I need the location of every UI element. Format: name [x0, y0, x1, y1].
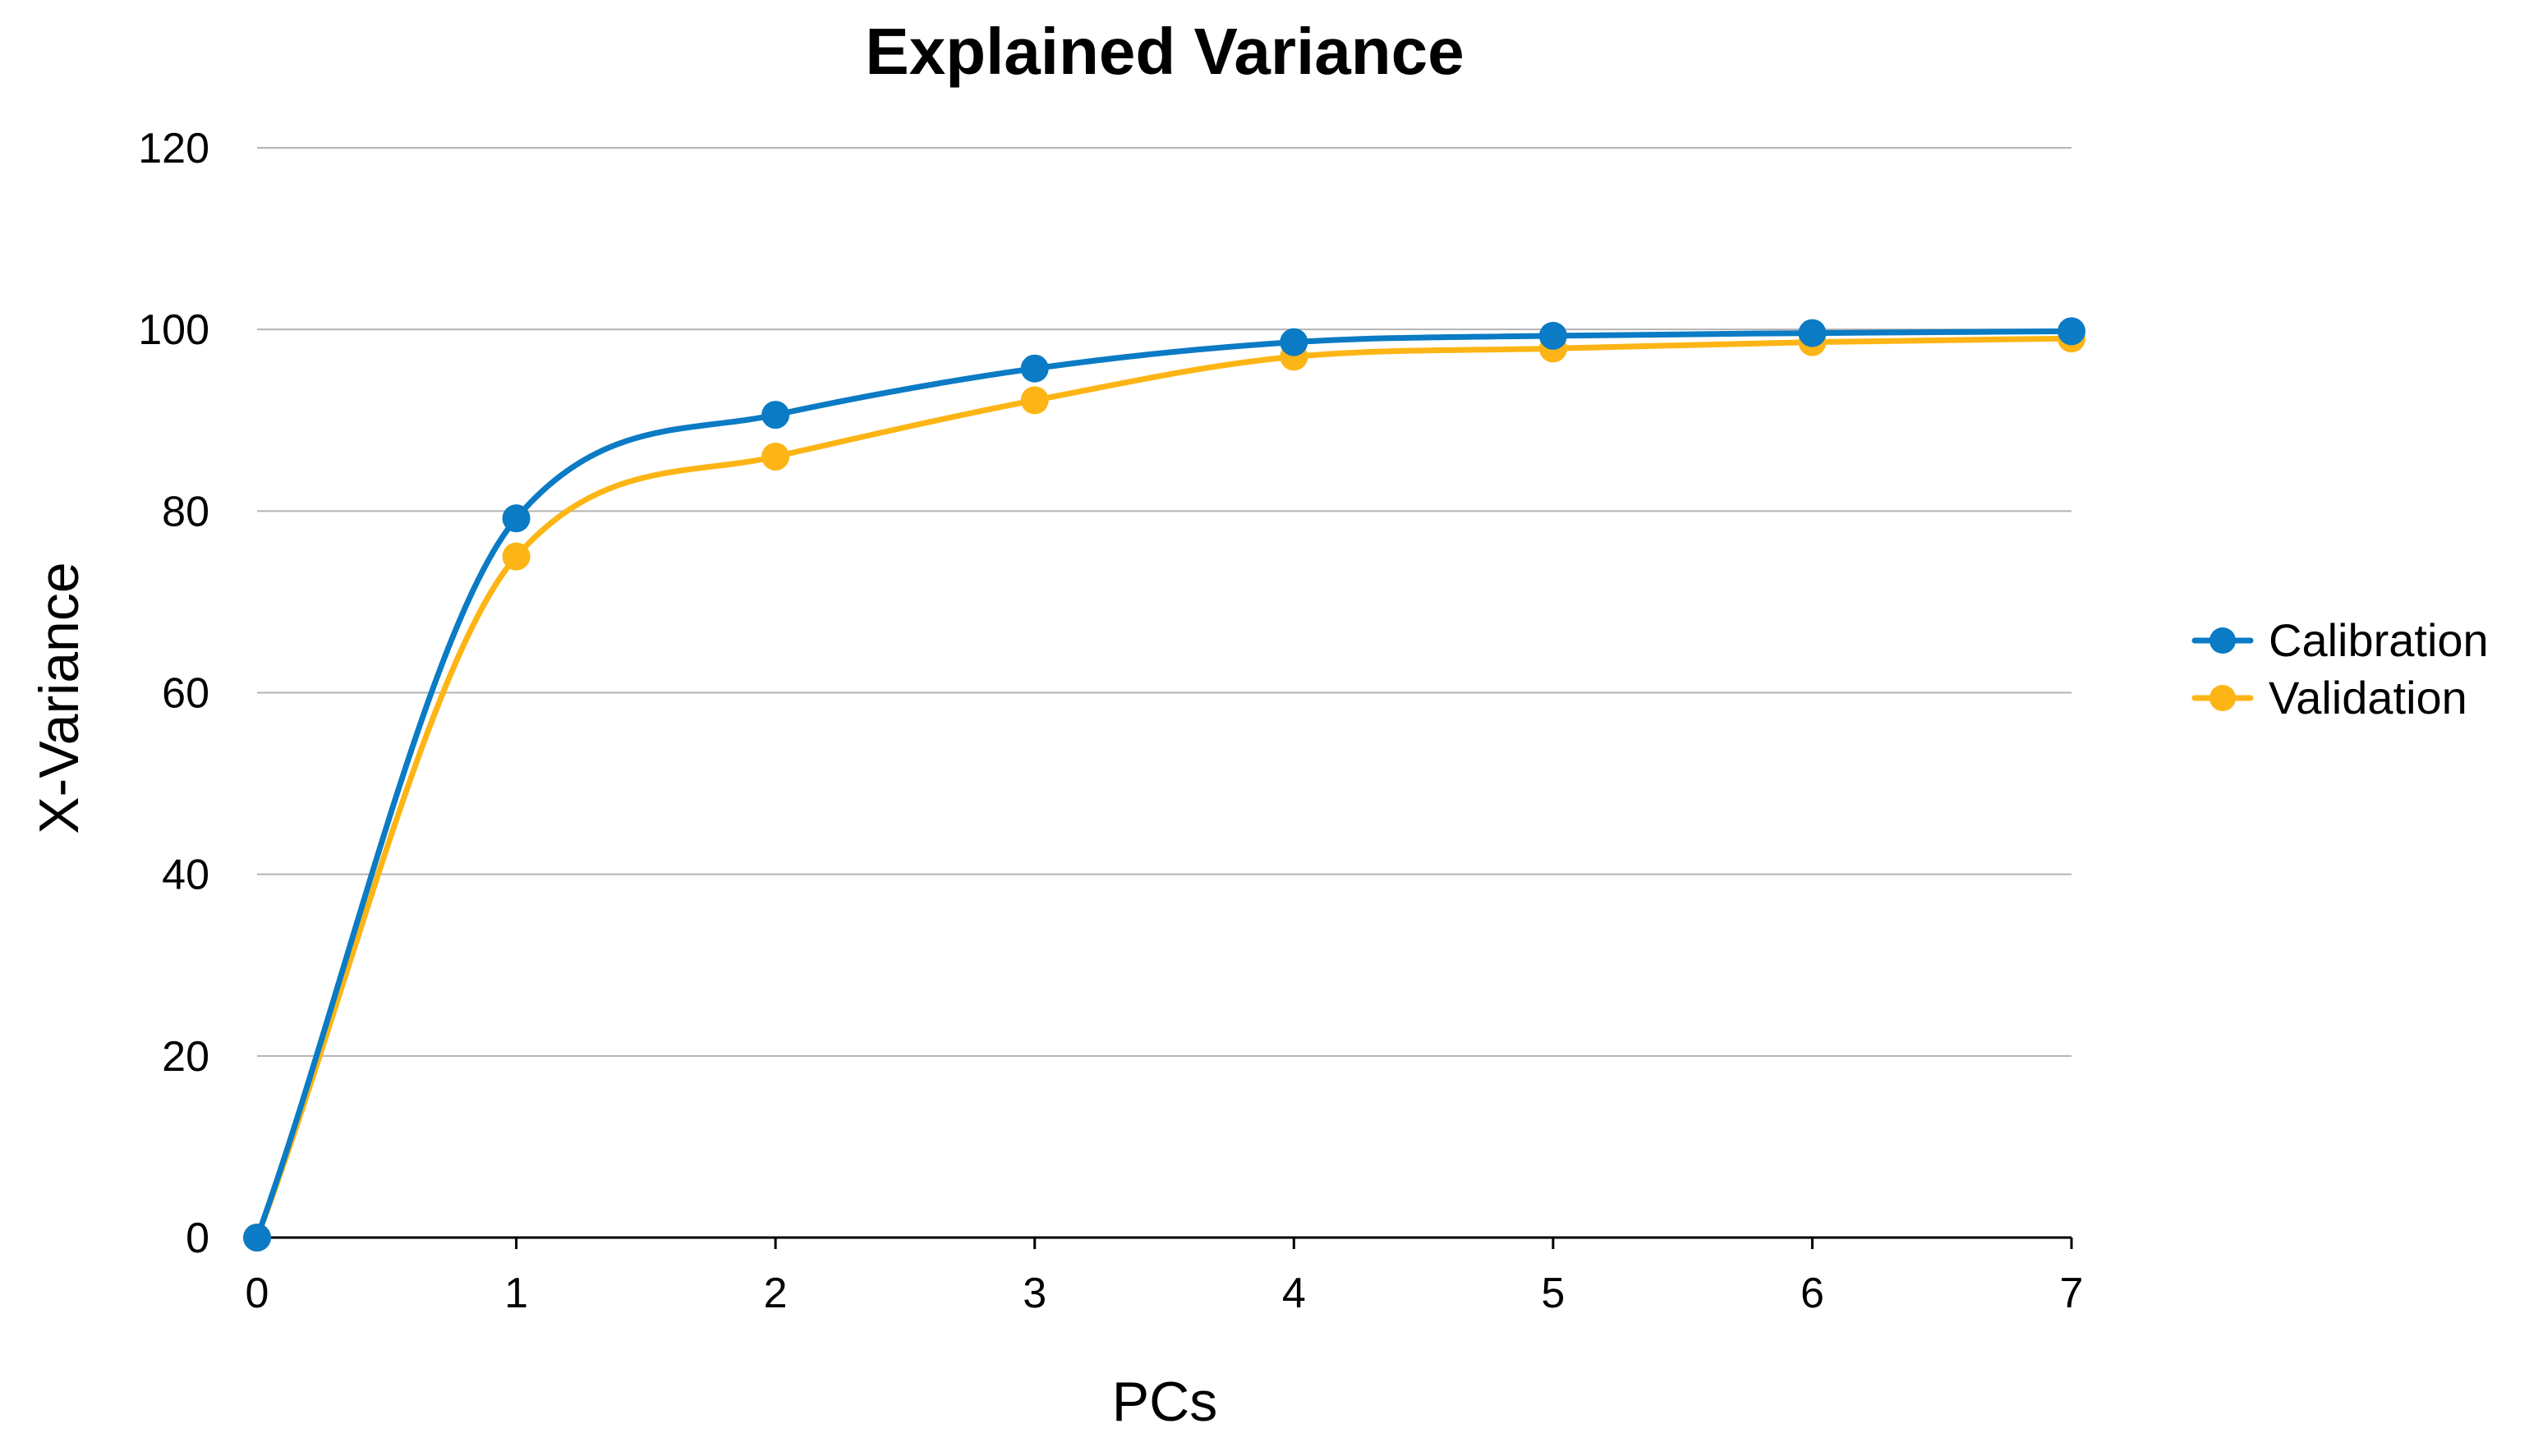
legend-label: Validation	[2269, 672, 2467, 723]
data-point-calibration	[243, 1224, 271, 1252]
data-point-validation	[502, 542, 531, 571]
data-point-calibration	[1020, 354, 1049, 383]
data-point-calibration	[2058, 317, 2085, 346]
x-tick-label: 6	[1800, 1270, 1824, 1317]
x-tick-label: 4	[1282, 1270, 1306, 1317]
y-tick-label: 80	[162, 488, 209, 535]
x-tick-label: 5	[1541, 1270, 1565, 1317]
x-tick-label: 2	[764, 1270, 788, 1317]
y-tick-label: 40	[162, 852, 209, 899]
data-point-validation	[761, 442, 790, 471]
y-tick-label: 120	[138, 125, 209, 172]
x-tick-label: 7	[2060, 1270, 2084, 1317]
x-tick-label: 3	[1023, 1270, 1046, 1317]
data-point-calibration	[761, 401, 790, 429]
data-point-calibration	[502, 504, 531, 533]
data-point-calibration	[1798, 319, 1827, 347]
grid-layer	[257, 147, 2071, 1057]
legend-item-validation: Validation	[2191, 672, 2467, 723]
legend-swatch-marker	[2209, 685, 2236, 711]
legend-item-calibration: Calibration	[2191, 614, 2489, 666]
legend-label: Calibration	[2269, 614, 2489, 666]
y-tick-label: 60	[162, 670, 209, 718]
series-line-validation	[254, 335, 2075, 1241]
x-tick-label: 1	[504, 1270, 528, 1317]
data-point-calibration	[1538, 321, 1567, 350]
legend: Calibration Validation	[2191, 614, 2489, 723]
y-tick-label: 100	[138, 306, 209, 354]
series-layer	[243, 317, 2085, 1252]
legend-swatch-marker	[2209, 627, 2236, 654]
x-tick-label: 0	[246, 1270, 269, 1317]
data-point-validation	[1020, 386, 1049, 415]
axis-layer	[255, 1236, 2073, 1249]
y-axis-title: X-Variance	[28, 562, 90, 834]
label-layer: Explained Variance PCs X-Variance 020406…	[28, 15, 2083, 1433]
series-line-calibration	[254, 328, 2075, 1241]
y-tick-label: 0	[186, 1215, 209, 1262]
data-point-calibration	[1280, 328, 1308, 356]
chart-title: Explained Variance	[865, 15, 1464, 88]
y-tick-label: 20	[162, 1033, 209, 1081]
x-axis-title: PCs	[1112, 1371, 1217, 1433]
